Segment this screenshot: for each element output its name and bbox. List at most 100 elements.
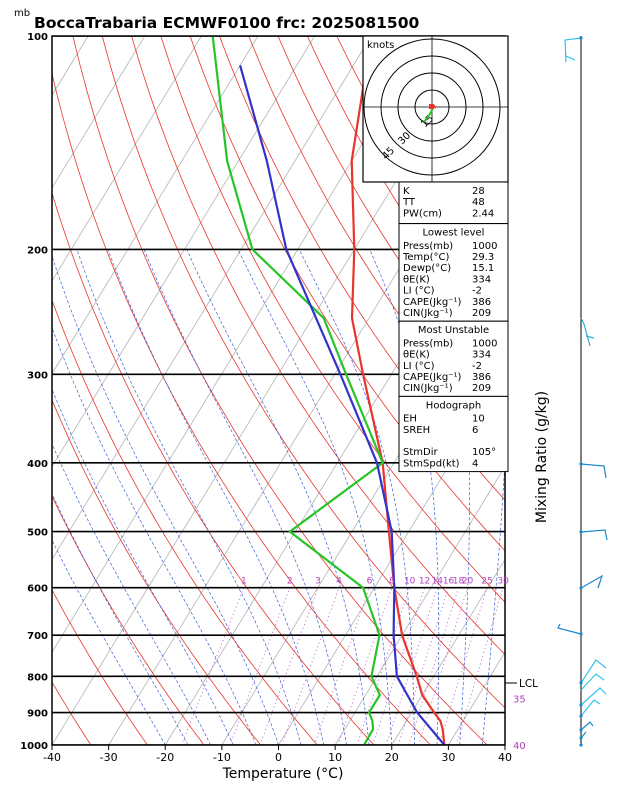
dry-adiabat: [52, 588, 148, 745]
isotherm: [334, 465, 505, 745]
isotherm: [52, 36, 315, 468]
x-tick-label: 0: [275, 751, 282, 764]
index-value: 29.3: [472, 252, 494, 263]
x-tick-label: -40: [43, 751, 61, 764]
lcl-marker: LCL: [505, 678, 538, 690]
dry-adiabat: [52, 399, 262, 745]
pressure-tick-label: 700: [27, 631, 48, 642]
series-line-parcel: [239, 65, 446, 745]
isotherm: [391, 558, 505, 745]
index-value: 6: [472, 425, 478, 436]
dry-adiabat: [52, 298, 318, 745]
lcl-label: LCL: [519, 678, 538, 690]
mixing-ratio-line: [438, 587, 488, 745]
indices-block: [398, 223, 509, 322]
indices-panel: K 28 TT 48 PW(cm) 2.44 Lowest level Press(mb) 10…: [398, 181, 509, 473]
pressure-tick-label: 800: [27, 672, 48, 683]
index-name: K: [403, 186, 410, 197]
index-value: 209: [472, 308, 491, 319]
chart-title: BoccaTrabaria ECMWF0100 frc: 2025081500: [34, 14, 419, 32]
isotherm: [52, 36, 146, 189]
wind-barb: [580, 463, 607, 479]
mixing-ratio-label: 18: [453, 577, 465, 587]
mixing-ratio-label: 3: [315, 577, 321, 587]
indices-block-title: Hodograph: [426, 400, 481, 411]
axis-ticks: -40 -30 -20 -10 0 10 20 30 40 100 200 300 400 500 600 7…: [20, 32, 512, 764]
mixing-ratio-label: 20: [462, 577, 474, 587]
mixing-ratio-label: 12: [419, 577, 430, 587]
isotherm: [52, 36, 429, 653]
mixing-ratio-line: [259, 587, 319, 745]
index-value: 2.44: [472, 208, 494, 219]
isotherm: [504, 744, 505, 745]
storm-motion-marker: [429, 104, 434, 109]
dry-adiabat: [52, 191, 375, 745]
dry-adiabat: [219, 36, 505, 501]
wind-barb-dot: [579, 462, 583, 466]
wind-barb-dot: [579, 632, 583, 636]
indices-block: [398, 395, 509, 473]
index-name: CIN(Jkg⁻¹): [403, 308, 453, 319]
mixing-ratio-label: 16: [443, 577, 455, 587]
wind-barb-dot: [579, 586, 583, 590]
series-line-dewpoint: [211, 36, 384, 745]
mixing-ratio-label: 1: [241, 577, 247, 587]
index-name: θE(K): [403, 274, 430, 285]
wind-barb-dot: [579, 703, 583, 707]
index-name: Press(mb): [403, 241, 453, 252]
wind-barb-dot: [579, 681, 583, 685]
mixing-ratio-label: 30: [497, 577, 509, 587]
indices-block-title: Most Unstable: [418, 325, 489, 336]
moist-adiabat: [52, 388, 234, 745]
wind-barb: [564, 37, 582, 63]
index-value: 334: [472, 350, 491, 361]
moist-adiabat: [237, 249, 393, 745]
index-value: 334: [472, 274, 491, 285]
pressure-tick-label: 100: [27, 32, 48, 43]
x-tick-label: -10: [213, 751, 231, 764]
mixing-ratio-label: 4: [336, 577, 342, 587]
index-name: SREH: [403, 425, 430, 436]
wind-barb-dot: [579, 714, 583, 718]
mixing-ratio-label: 6: [367, 577, 373, 587]
indices-block: [398, 320, 509, 397]
index-value: -2: [472, 361, 482, 372]
mixing-ratio-line: [181, 587, 245, 745]
temp-overflow-label: 40: [513, 741, 526, 752]
mixing-ratio-label: 10: [404, 577, 416, 587]
index-value: 28: [472, 186, 485, 197]
indices-block-title: Lowest level: [423, 228, 485, 239]
index-name: Press(mb): [403, 338, 453, 349]
pressure-tick-label: 1000: [20, 741, 48, 752]
hodograph-unit-label: knots: [367, 40, 394, 51]
index-value: -2: [472, 286, 482, 297]
isotherm: [52, 36, 372, 561]
wind-barb: [580, 687, 607, 717]
isotherm: [52, 36, 202, 282]
dry-adiabat: [600, 36, 618, 745]
dry-adiabat: [571, 36, 618, 745]
index-value: 15.1: [472, 263, 494, 274]
dry-adiabat: [101, 36, 505, 709]
moist-adiabat: [107, 249, 325, 745]
index-name: LI (°C): [403, 286, 435, 297]
moist-adiabat: [76, 249, 302, 745]
pressure-tick-label: 300: [27, 370, 48, 381]
dry-adiabat: [160, 36, 505, 603]
index-value: 386: [472, 297, 491, 308]
index-name: PW(cm): [403, 208, 442, 219]
index-value: 1000: [472, 241, 497, 252]
index-value: 4: [472, 458, 478, 469]
sounding-series: [211, 36, 446, 745]
dry-adiabat: [52, 681, 92, 745]
wind-barb-dot: [579, 743, 583, 747]
index-name: TT: [402, 197, 416, 208]
wind-barb-dot: [579, 736, 583, 740]
index-value: 48: [472, 197, 485, 208]
index-name: StmDir: [403, 447, 438, 458]
mixing-ratio-label: 2: [287, 577, 293, 587]
index-value: 10: [472, 414, 485, 425]
index-name: θE(K): [403, 350, 430, 361]
